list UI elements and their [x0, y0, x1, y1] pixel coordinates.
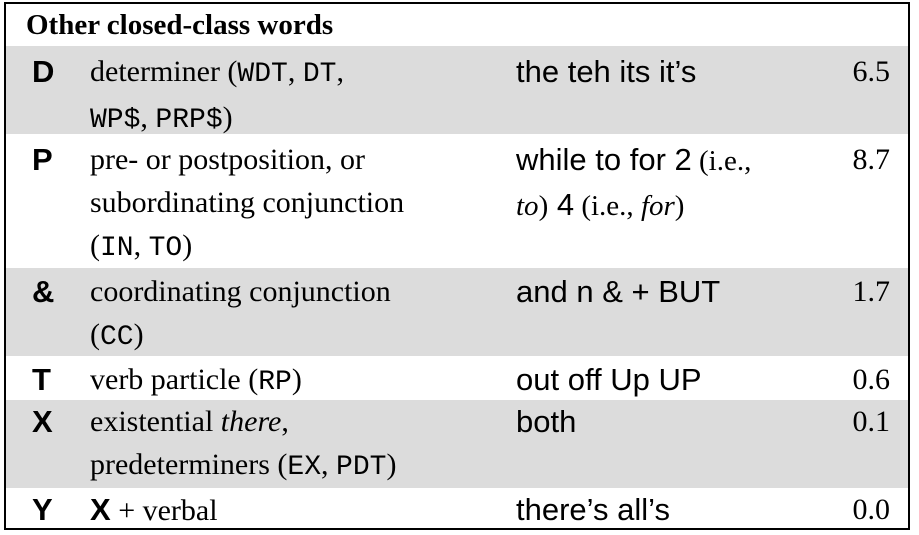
- desc-code: EX: [287, 452, 322, 483]
- desc-code: WDT: [237, 59, 288, 90]
- tag-examples: there’s all’s: [516, 492, 670, 527]
- tag-examples: while to for 2 (i.e., to) 4 (i.e., for): [516, 138, 816, 228]
- tagset-table: Other closed-class words D determiner (W…: [4, 2, 910, 530]
- desc-text: verb particle (: [90, 363, 259, 396]
- tag-description: coordinating conjunction (CC): [90, 270, 500, 359]
- tag-percentage: 0.0: [852, 493, 891, 526]
- tag-description: X + verbal: [90, 488, 500, 532]
- desc-sep: ,: [336, 55, 344, 88]
- desc-sep: ,: [321, 448, 337, 481]
- example-text: 4: [548, 187, 575, 222]
- table-row-amp: & coordinating conjunction (CC) and n & …: [6, 268, 908, 356]
- example-note: (i.e.,: [691, 145, 752, 177]
- example-note: ): [674, 190, 685, 222]
- desc-text: existential: [90, 405, 221, 438]
- tag-percentage: 0.6: [852, 363, 891, 396]
- tag-description: determiner (WDT, DT, WP$, PRP$): [90, 50, 500, 142]
- desc-text: (: [90, 318, 100, 351]
- desc-text: ): [222, 101, 233, 134]
- table-row-d: D determiner (WDT, DT, WP$, PRP$) the te…: [6, 46, 908, 136]
- desc-code: WP$: [90, 105, 141, 136]
- tag-label: P: [32, 142, 53, 177]
- tag-label: X: [32, 404, 53, 439]
- tag-percentage: 6.5: [852, 55, 891, 88]
- example-note: to: [516, 190, 539, 222]
- example-note: (i.e.,: [574, 190, 641, 222]
- desc-text: ): [182, 229, 193, 262]
- tag-label: Y: [32, 492, 53, 527]
- tag-description: pre- or postposition, or subordinating c…: [90, 138, 500, 270]
- table-row-y: Y X + verbal there’s all’s 0.0: [6, 488, 908, 530]
- example-note: for: [640, 190, 675, 222]
- desc-sep: ,: [140, 101, 156, 134]
- tag-percentage: 8.7: [852, 143, 891, 176]
- desc-text: ,: [281, 405, 289, 438]
- desc-text: ): [386, 448, 397, 481]
- table-header: Other closed-class words: [26, 9, 334, 41]
- tag-label: &: [32, 274, 55, 309]
- desc-code: PDT: [336, 452, 387, 483]
- tag-description: existential there, predeterminers (EX, P…: [90, 400, 500, 489]
- tag-examples: both: [516, 404, 577, 439]
- desc-emphasis: there: [220, 405, 282, 438]
- desc-code: RP: [258, 367, 292, 398]
- desc-tag-ref: X: [90, 492, 111, 527]
- table-row-t: T verb particle (RP) out off Up UP 0.6: [6, 358, 908, 400]
- desc-text: ): [291, 363, 302, 396]
- tag-label: T: [32, 362, 51, 397]
- example-text: while to for 2: [516, 142, 692, 177]
- tag-examples: out off Up UP: [516, 362, 702, 397]
- tag-examples: and n & + BUT: [516, 274, 721, 309]
- tag-label: D: [32, 54, 55, 89]
- desc-text: (: [90, 229, 100, 262]
- tag-examples: the teh its it’s: [516, 54, 697, 89]
- example-note: ): [538, 190, 549, 222]
- tag-description: verb particle (RP): [90, 358, 500, 404]
- desc-code: IN: [100, 233, 134, 264]
- desc-text: determiner (: [90, 55, 238, 88]
- desc-text: ): [133, 318, 144, 351]
- tag-percentage: 1.7: [852, 275, 891, 308]
- table-row-x: X existential there, predeterminers (EX,…: [6, 400, 908, 488]
- table-row-p: P pre- or postposition, or subordinating…: [6, 136, 908, 266]
- desc-text: + verbal: [110, 494, 218, 527]
- desc-code: TO: [148, 233, 183, 264]
- desc-sep: ,: [287, 55, 303, 88]
- desc-text: pre- or postposition, or: [90, 143, 365, 176]
- desc-code: DT: [302, 59, 337, 90]
- desc-sep: ,: [133, 229, 149, 262]
- desc-text: coordinating conjunction: [90, 275, 391, 308]
- desc-text: subordinating conjunction: [90, 186, 405, 219]
- desc-text: predeterminers (: [90, 448, 288, 481]
- tag-percentage: 0.1: [852, 405, 891, 438]
- desc-code: PRP$: [155, 105, 223, 136]
- desc-code: CC: [100, 322, 134, 353]
